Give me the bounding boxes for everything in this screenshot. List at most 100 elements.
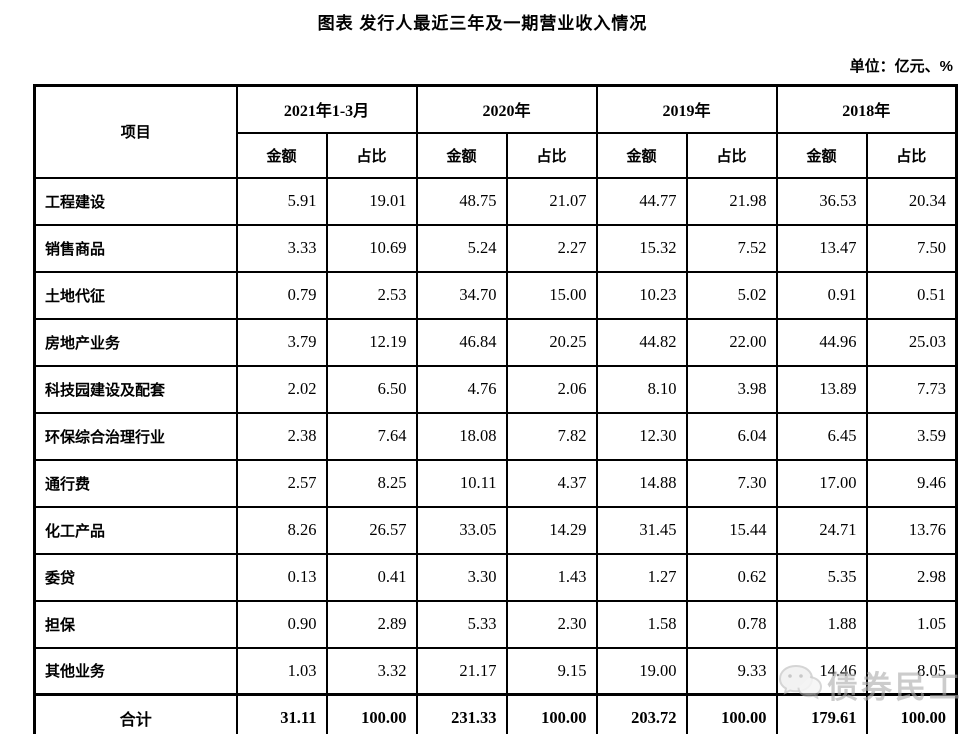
table-row: 通行费 2.57 8.25 10.11 4.37 14.88 7.30 17.00 9.46 [33,458,958,508]
row-value-cell: 17.00 [775,458,868,508]
row-value-cell: 1.05 [865,599,958,649]
row-value-cell: 33.05 [415,505,508,555]
row-value-cell: 0.41 [325,552,418,602]
row-value-cell: 2.38 [235,411,328,461]
row-value-cell: 24.71 [775,505,868,555]
row-value-cell: 2.57 [235,458,328,508]
header-sub-row: 金额 占比 金额 占比 金额 占比 金额 占比 [35,131,958,179]
row-item-label: 担保 [33,599,238,649]
row-value-cell: 14.29 [505,505,598,555]
row-value-cell: 5.35 [775,552,868,602]
row-item-label: 销售商品 [33,223,238,273]
subheader-amount: 金额 [235,131,328,179]
row-value-cell: 19.00 [595,646,688,696]
table-row: 土地代征 0.79 2.53 34.70 15.00 10.23 5.02 0.91 0.51 [33,270,958,320]
row-value-cell: 10.11 [415,458,508,508]
subheader-ratio: 占比 [865,131,958,179]
row-value-cell: 1.43 [505,552,598,602]
header-group-row: 项目 2021年1-3月 2020年 2019年 2018年 [33,84,958,179]
row-value-cell: 203.72 [595,693,688,734]
row-value-cell: 20.34 [865,176,958,226]
row-value-cell: 8.25 [325,458,418,508]
subheader-amount: 金额 [775,131,868,179]
row-value-cell: 7.50 [865,223,958,273]
row-value-cell: 31.11 [235,693,328,734]
row-value-cell: 5.02 [685,270,778,320]
revenue-table: 项目 2021年1-3月 2020年 2019年 2018年 金额 占比 金额 … [33,84,959,734]
table-row: 环保综合治理行业 2.38 7.64 18.08 7.82 12.30 6.04 6.45 3.… [33,411,958,461]
subheader-amount: 金额 [595,131,688,179]
table-row: 科技园建设及配套 2.02 6.50 4.76 2.06 8.10 3.98 13.89 7.7… [33,364,958,414]
row-value-cell: 21.17 [415,646,508,696]
row-value-cell: 8.10 [595,364,688,414]
row-value-cell: 3.59 [865,411,958,461]
year-group-header-2019: 2019年 [595,84,778,134]
table-row: 委贷 0.13 0.41 3.30 1.43 1.27 0.62 5.35 2.98 [33,552,958,602]
row-value-cell: 4.76 [415,364,508,414]
row-item-label: 工程建设 [33,176,238,226]
row-value-cell: 3.79 [235,317,328,367]
row-value-cell: 8.05 [865,646,958,696]
row-value-cell: 179.61 [775,693,868,734]
row-value-cell: 7.30 [685,458,778,508]
row-value-cell: 231.33 [415,693,508,734]
row-value-cell: 100.00 [325,693,418,734]
row-value-cell: 6.04 [685,411,778,461]
row-value-cell: 2.02 [235,364,328,414]
row-value-cell: 21.07 [505,176,598,226]
row-value-cell: 13.76 [865,505,958,555]
row-value-cell: 5.33 [415,599,508,649]
row-value-cell: 1.58 [595,599,688,649]
row-value-cell: 7.64 [325,411,418,461]
year-group-header-2018: 2018年 [775,84,958,134]
row-value-cell: 12.30 [595,411,688,461]
row-value-cell: 3.30 [415,552,508,602]
row-value-cell: 10.23 [595,270,688,320]
table-row: 房地产业务 3.79 12.19 46.84 20.25 44.82 22.00 44.96 2… [33,317,958,367]
subheader-ratio: 占比 [685,131,778,179]
row-value-cell: 15.00 [505,270,598,320]
row-value-cell: 1.03 [235,646,328,696]
row-value-cell: 13.89 [775,364,868,414]
row-value-cell: 19.01 [325,176,418,226]
row-value-cell: 0.79 [235,270,328,320]
row-value-cell: 7.82 [505,411,598,461]
page-title: 图表 发行人最近三年及一期营业收入情况 [317,14,648,33]
row-value-cell: 21.98 [685,176,778,226]
row-value-cell: 44.77 [595,176,688,226]
row-value-cell: 12.19 [325,317,418,367]
row-item-label: 其他业务 [33,646,238,696]
row-value-cell: 1.27 [595,552,688,602]
row-value-cell: 9.33 [685,646,778,696]
row-value-cell: 48.75 [415,176,508,226]
row-item-label: 通行费 [33,458,238,508]
row-value-cell: 0.90 [235,599,328,649]
row-value-cell: 26.57 [325,505,418,555]
row-value-cell: 8.26 [235,505,328,555]
row-value-cell: 100.00 [505,693,598,734]
row-value-cell: 2.06 [505,364,598,414]
row-value-cell: 7.73 [865,364,958,414]
row-value-cell: 20.25 [505,317,598,367]
table-row: 化工产品 8.26 26.57 33.05 14.29 31.45 15.44 24.71 13… [33,505,958,555]
row-value-cell: 3.32 [325,646,418,696]
row-item-label: 土地代征 [33,270,238,320]
row-value-cell: 44.96 [775,317,868,367]
row-value-cell: 5.91 [235,176,328,226]
row-value-cell: 18.08 [415,411,508,461]
subheader-ratio: 占比 [325,131,418,179]
row-value-cell: 0.91 [775,270,868,320]
table-row: 其他业务 1.03 3.32 21.17 9.15 19.00 9.33 14.46 8.05 [33,646,958,696]
row-value-cell: 46.84 [415,317,508,367]
row-item-label: 化工产品 [33,505,238,555]
row-value-cell: 3.33 [235,223,328,273]
column-header-item: 项目 [33,84,238,179]
year-group-header-2020: 2020年 [415,84,598,134]
row-value-cell: 15.32 [595,223,688,273]
row-value-cell: 3.98 [685,364,778,414]
year-group-header-2021q1: 2021年1-3月 [235,84,418,134]
subheader-ratio: 占比 [505,131,598,179]
row-value-cell: 0.51 [865,270,958,320]
row-value-cell: 100.00 [685,693,778,734]
row-value-cell: 6.45 [775,411,868,461]
